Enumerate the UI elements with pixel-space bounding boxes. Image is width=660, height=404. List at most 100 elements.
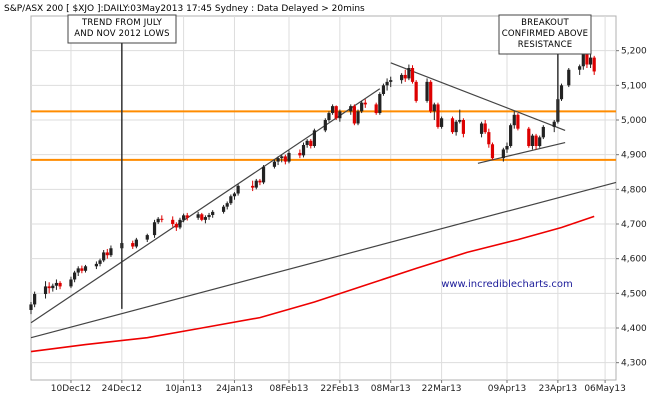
candle [389,76,393,88]
candle-body [229,196,233,204]
candle [261,165,266,185]
candle [363,99,367,108]
x-tick-label: 22Feb13 [320,384,359,394]
candle-body [211,211,215,215]
candle [160,215,164,223]
x-tick-label: 10Jan13 [165,384,202,394]
candle-body [232,193,237,197]
trendline [390,62,566,131]
candle-body [105,252,109,256]
candle-body [58,282,62,287]
annotation-text: CONFIRMED ABOVE [502,29,588,39]
y-tick-label: 4,800 [621,185,647,195]
candle [400,73,404,84]
candle [407,64,411,81]
candle [83,264,88,273]
candle-body [298,152,302,156]
y-tick-label: 4,500 [621,289,647,299]
candle [80,265,84,274]
candle-body [33,294,37,305]
candle [280,154,284,163]
candle [432,102,436,120]
candle [251,180,255,192]
candle-body [410,68,415,82]
candle-body [69,279,73,287]
candle-body [381,85,386,94]
candle [236,184,240,196]
candle-body [334,106,338,119]
candle [516,113,520,131]
y-tick-label: 4,700 [621,220,647,230]
candle-body [559,85,564,100]
candle-body [541,126,545,138]
candle-body [98,260,102,264]
candle [567,68,571,88]
x-tick-label: 09Apr13 [488,384,526,394]
candle-body [578,66,582,70]
candle [232,192,237,200]
candle [385,78,389,91]
candle-body [479,123,484,134]
x-axis-ticks: 10Dec12 24Dec12 10Jan13 24Jan13 08Feb13 22Feb… [51,380,626,394]
candle-body [363,102,367,105]
candle-body [534,135,538,146]
y-axis-ticks: 4,300 4,400 4,500 4,600 4,700 4,800 4,900 5,000… [616,47,647,369]
candle [43,281,48,299]
x-tick-label: 24Jan13 [216,384,253,394]
trendline [30,88,381,324]
candle-body [378,94,382,114]
x-tick-label: 10Dec12 [51,384,91,394]
candle-body [352,106,356,124]
candle [559,83,564,101]
candle [530,133,535,150]
candle-body [585,54,589,65]
candle-body [221,206,226,212]
candle [211,210,215,218]
candle-body [272,161,277,167]
candle-body [330,106,335,114]
candle [581,52,585,70]
candle [501,147,505,162]
y-tick-label: 5,000 [621,116,647,126]
candle-body [43,286,48,295]
candle-body [156,218,160,223]
candle [512,111,516,129]
candle-body [185,215,189,218]
y-tick-label: 4,600 [621,255,647,265]
y-tick-label: 5,100 [621,81,647,91]
candle-body [516,114,520,129]
candle-body [323,120,327,131]
candle-body [83,266,88,271]
candle [54,279,59,290]
candle-body [509,125,513,146]
x-tick-label: 22Mar13 [422,384,462,394]
moving-average-line [30,215,595,353]
candle [51,283,55,292]
candle-body [581,54,585,67]
candle [152,219,157,238]
candle [487,128,491,148]
moving-average [30,215,595,353]
candle [69,276,73,289]
candle-body [461,120,465,134]
candle-body [145,235,149,240]
candle [229,194,233,205]
candle-body [29,304,33,310]
candle-body [429,81,433,112]
annotation-box [498,14,592,55]
candle [182,213,186,223]
candle [436,102,440,129]
candle-body [258,180,262,183]
candle-body [374,104,378,114]
candle [174,222,178,231]
candle [360,100,364,114]
candle [58,281,62,290]
candle [425,78,429,103]
candle [578,64,582,75]
y-tick-label: 4,300 [621,359,647,369]
candle-body [592,57,596,72]
